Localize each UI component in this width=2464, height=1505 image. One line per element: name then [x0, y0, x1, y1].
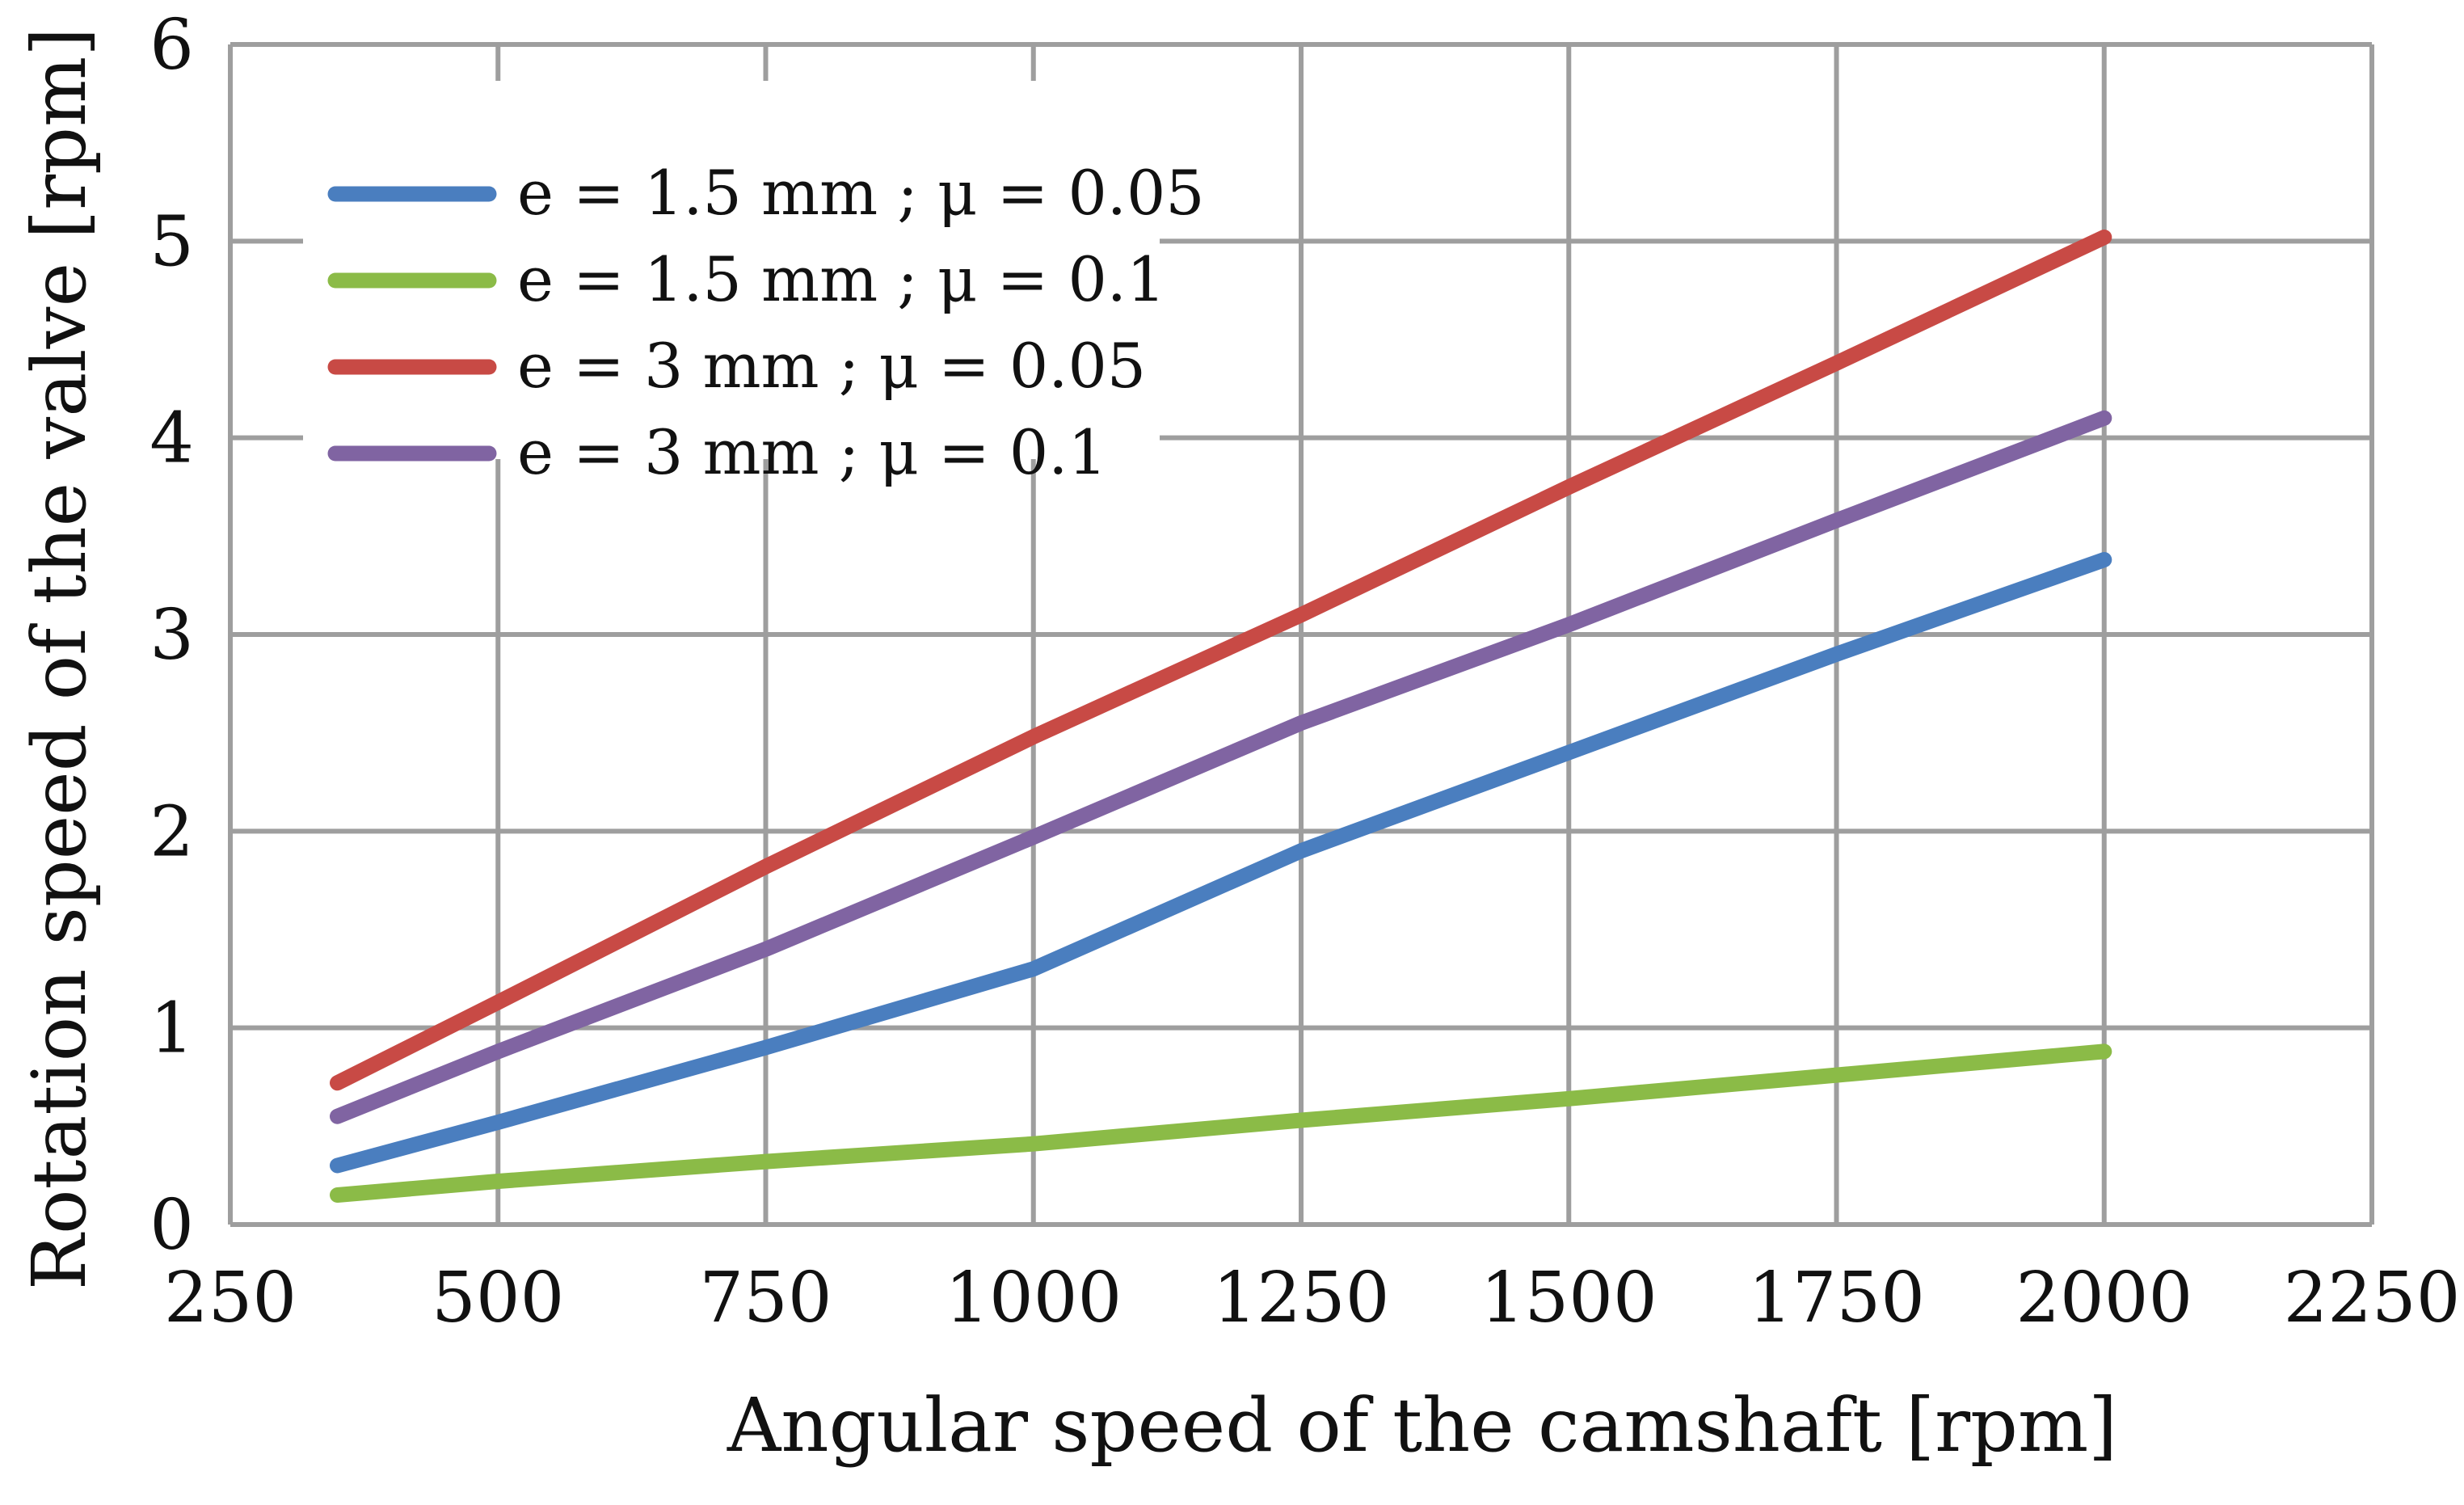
x-tick-label: 1000: [945, 1258, 1122, 1338]
y-tick-label: 6: [150, 5, 194, 86]
legend-label-3: e = 3 mm ; μ = 0.05: [517, 330, 1146, 402]
y-axis-title: Rotation speed of the valve [rpm]: [16, 27, 103, 1290]
legend-background: [303, 81, 1160, 459]
legend-label-4: e = 3 mm ; μ = 0.1: [517, 416, 1107, 488]
y-tick-label: 0: [150, 1185, 194, 1266]
series-lines: [330, 230, 2112, 1203]
x-tick-label: 2250: [2284, 1258, 2461, 1338]
y-tick-label: 5: [150, 201, 194, 282]
y-tick-label: 1: [150, 989, 194, 1069]
x-tick-label: 500: [432, 1258, 564, 1338]
legend: e = 1.5 mm ; μ = 0.05 e = 1.5 mm ; μ = 0.…: [303, 81, 1205, 488]
legend-label-1: e = 1.5 mm ; μ = 0.05: [517, 157, 1205, 229]
x-tick-label: 1750: [1748, 1258, 1925, 1338]
y-tick-label: 3: [150, 595, 194, 676]
x-tick-label: 250: [164, 1258, 297, 1338]
series-line-4: [330, 410, 2112, 1124]
y-tick-label: 2: [150, 791, 194, 872]
series-line-1: [330, 552, 2112, 1174]
tick-labels: 250 500 750 1000 1250 1500 1750 2000 2250 0 1 2 3 4 5 6: [150, 5, 2460, 1338]
x-tick-label: 2000: [2015, 1258, 2192, 1338]
x-tick-label: 750: [699, 1258, 832, 1338]
series-line-2: [330, 1043, 2112, 1203]
series-line-3: [330, 230, 2112, 1091]
x-tick-label: 1250: [1213, 1258, 1390, 1338]
x-tick-label: 1500: [1481, 1258, 1657, 1338]
legend-label-2: e = 1.5 mm ; μ = 0.1: [517, 243, 1165, 315]
y-tick-label: 4: [150, 398, 194, 479]
x-axis-title: Angular speed of the camshaft [rpm]: [727, 1382, 2117, 1469]
